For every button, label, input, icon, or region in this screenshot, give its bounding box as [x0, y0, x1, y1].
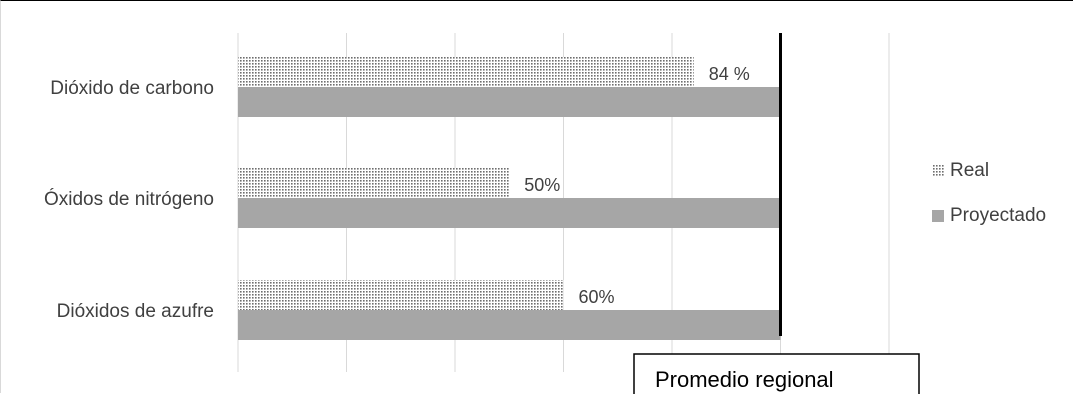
reference-label: Promedio regional — [655, 367, 834, 392]
legend: Real Proyectado — [932, 160, 1046, 226]
bar-projected — [238, 310, 781, 340]
bar-real — [238, 168, 510, 198]
data-label: 60% — [579, 287, 615, 307]
category-label: Dióxidos de azufre — [57, 301, 214, 322]
legend-projected-swatch — [932, 210, 944, 222]
legend-projected-label: Proyectado — [950, 205, 1046, 226]
bar-real — [238, 57, 694, 87]
category-label: Óxidos de nitrógeno — [44, 188, 214, 210]
bar-real — [238, 280, 564, 310]
data-label: 84 % — [709, 64, 750, 84]
bar-projected — [238, 198, 781, 228]
category-label: Dióxido de carbono — [50, 78, 214, 99]
bar-projected — [238, 87, 781, 117]
data-label: 50% — [524, 175, 560, 195]
legend-real-label: Real — [950, 160, 989, 181]
bars — [238, 57, 781, 340]
reference-label-box — [633, 353, 920, 394]
legend-real-swatch — [932, 165, 944, 177]
reference-line-group: Promedio regional — [633, 33, 920, 394]
labels: Dióxido de carbono 84 % Óxidos de nitrógen… — [44, 64, 750, 322]
